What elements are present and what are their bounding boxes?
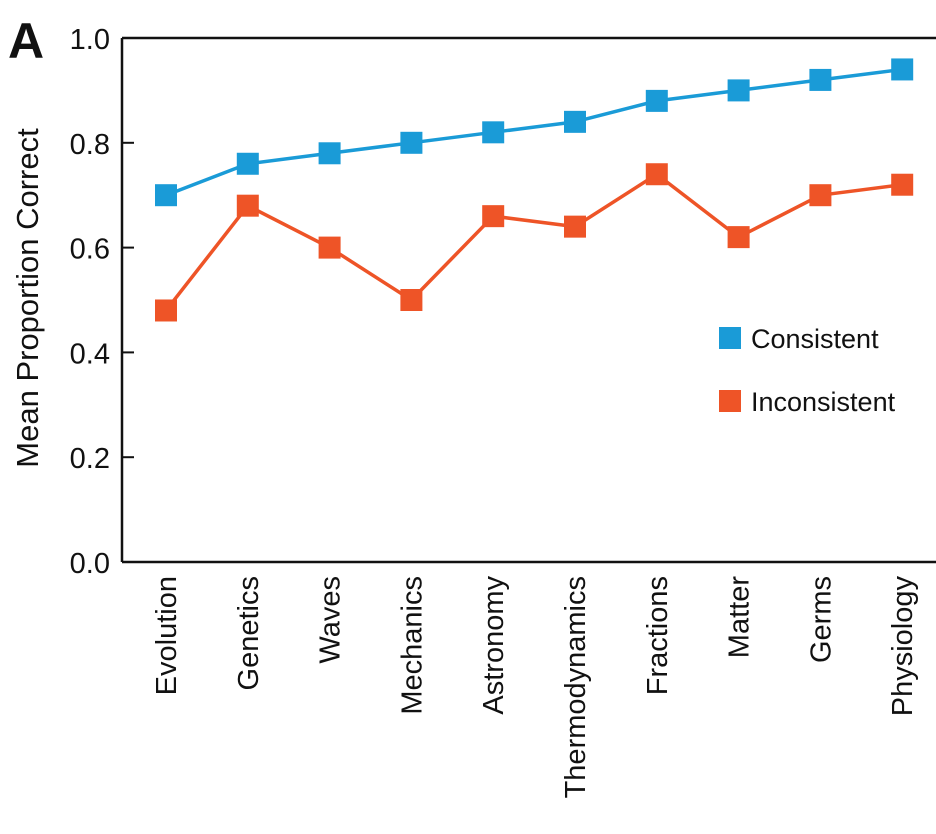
x-tick-label: Germs — [805, 576, 837, 663]
series-layer — [155, 58, 913, 321]
panel-label: A — [8, 13, 44, 69]
x-tick-label: Fractions — [642, 576, 674, 695]
data-point-inconsistent — [809, 184, 831, 206]
series-line-inconsistent — [166, 174, 902, 310]
y-tick-label: 0.6 — [70, 234, 110, 266]
x-tick-label: Evolution — [151, 576, 183, 695]
data-point-consistent — [482, 121, 504, 143]
legend: Consistent Inconsistent — [719, 324, 896, 417]
x-tick-label: Thermodynamics — [560, 576, 592, 798]
x-ticks: Evolution Genetics Waves Mechanics Astronomy… — [151, 576, 919, 799]
y-tick-label: 0.8 — [70, 129, 110, 161]
data-point-consistent — [646, 90, 668, 112]
y-tick-label: 1.0 — [70, 24, 110, 56]
x-tick-label: Physiology — [887, 576, 919, 717]
y-ticks: 0.0 0.2 0.4 0.6 0.8 1.0 — [70, 24, 134, 580]
data-point-consistent — [891, 58, 913, 80]
data-point-consistent — [728, 79, 750, 101]
data-point-inconsistent — [482, 205, 504, 227]
data-point-consistent — [809, 69, 831, 91]
x-tick-label: Matter — [724, 576, 756, 659]
data-point-consistent — [155, 184, 177, 206]
x-tick-label: Mechanics — [396, 576, 428, 715]
data-point-consistent — [564, 111, 586, 133]
data-point-inconsistent — [319, 237, 341, 259]
y-tick-label: 0.2 — [70, 443, 110, 475]
x-tick-label: Astronomy — [478, 576, 510, 715]
x-tick-label: Genetics — [233, 576, 265, 690]
x-tick-label: Waves — [315, 576, 347, 664]
data-point-inconsistent — [646, 163, 668, 185]
data-point-inconsistent — [237, 195, 259, 217]
y-axis-label: Mean Proportion Correct — [10, 128, 45, 468]
y-tick-label: 0.0 — [70, 548, 110, 580]
series-line-consistent — [166, 69, 902, 195]
legend-label-inconsistent: Inconsistent — [751, 387, 896, 417]
data-point-inconsistent — [155, 299, 177, 321]
legend-swatch-inconsistent — [719, 390, 741, 412]
data-point-consistent — [400, 132, 422, 154]
data-point-inconsistent — [400, 289, 422, 311]
y-tick-label: 0.4 — [70, 338, 110, 370]
legend-swatch-consistent — [719, 327, 741, 349]
data-point-inconsistent — [564, 216, 586, 238]
data-point-consistent — [237, 153, 259, 175]
legend-label-consistent: Consistent — [751, 324, 879, 354]
data-point-inconsistent — [728, 226, 750, 248]
data-point-consistent — [319, 142, 341, 164]
data-point-inconsistent — [891, 174, 913, 196]
